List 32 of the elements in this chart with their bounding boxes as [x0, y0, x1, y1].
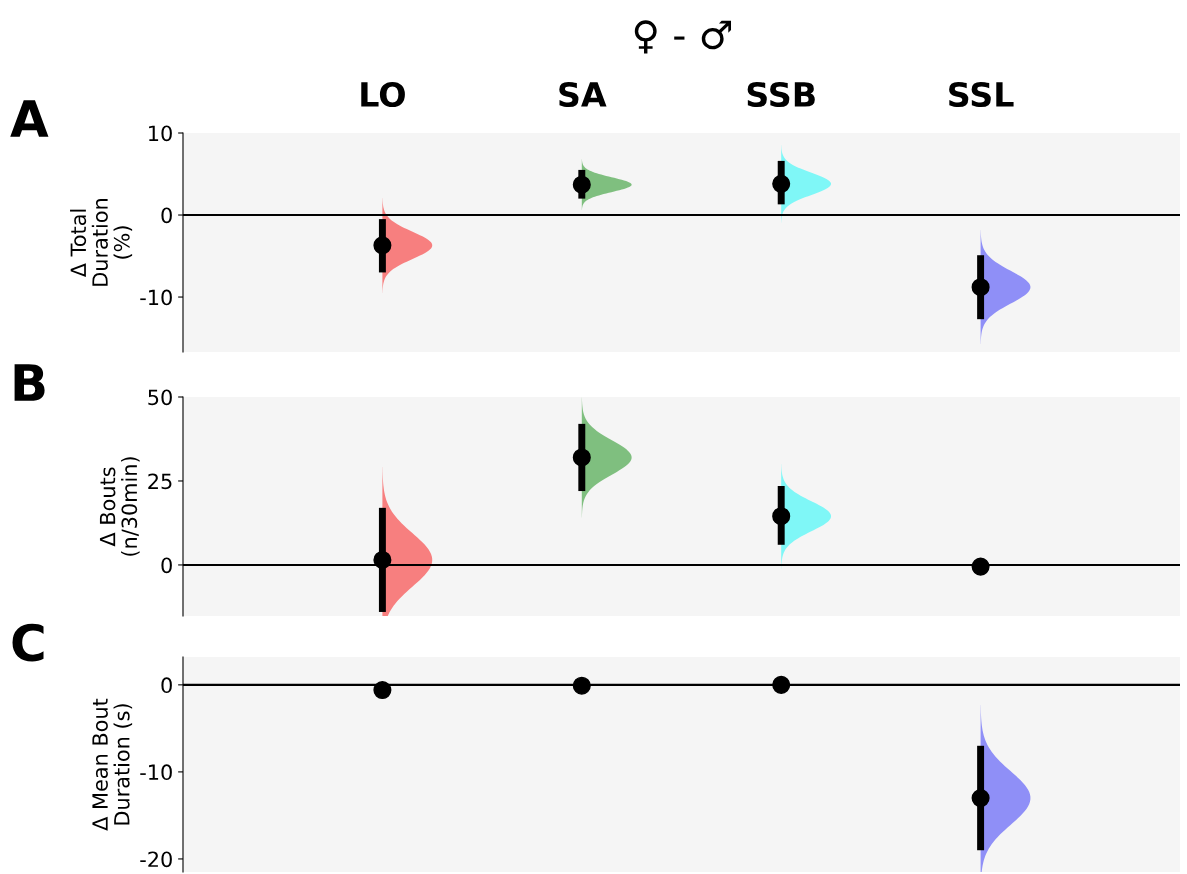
point [971, 278, 990, 297]
point [772, 174, 791, 193]
point [971, 557, 990, 576]
point [772, 675, 791, 694]
y-tick-label: 50 [148, 389, 172, 406]
y-tick-label: 0 [161, 557, 172, 574]
text: ♀ - ♂ [634, 20, 732, 54]
y-tick-label: 25 [148, 473, 172, 490]
point [572, 175, 591, 194]
y-tick-label: -10 [140, 764, 172, 781]
point [572, 448, 591, 467]
x-tick-label: SA [559, 81, 607, 108]
y-tick-label: 0 [161, 207, 172, 224]
chart-title: B [14, 364, 45, 401]
y-axis-title: Δ Mean Bout Duration (s) [92, 698, 133, 831]
y-tick-label: -20 [140, 851, 172, 868]
chart-title: A [10, 100, 49, 137]
y-tick-label: 10 [149, 125, 172, 142]
y-axis-title: Δ Total Duration (%) [70, 199, 133, 286]
chart-title: C [12, 623, 44, 662]
point [373, 236, 392, 255]
point [373, 550, 392, 569]
y-axis-title: Δ Bouts (n/30min) [99, 457, 140, 556]
point [572, 676, 591, 695]
point [772, 507, 791, 526]
x-tick-label: LO [361, 81, 405, 108]
y-tick-label: 0 [161, 677, 172, 694]
y-tick-label: -10 [140, 289, 172, 306]
point [373, 681, 392, 700]
point [971, 788, 990, 808]
x-tick-label: SSB [747, 81, 815, 108]
x-tick-label: SSL [949, 81, 1014, 108]
